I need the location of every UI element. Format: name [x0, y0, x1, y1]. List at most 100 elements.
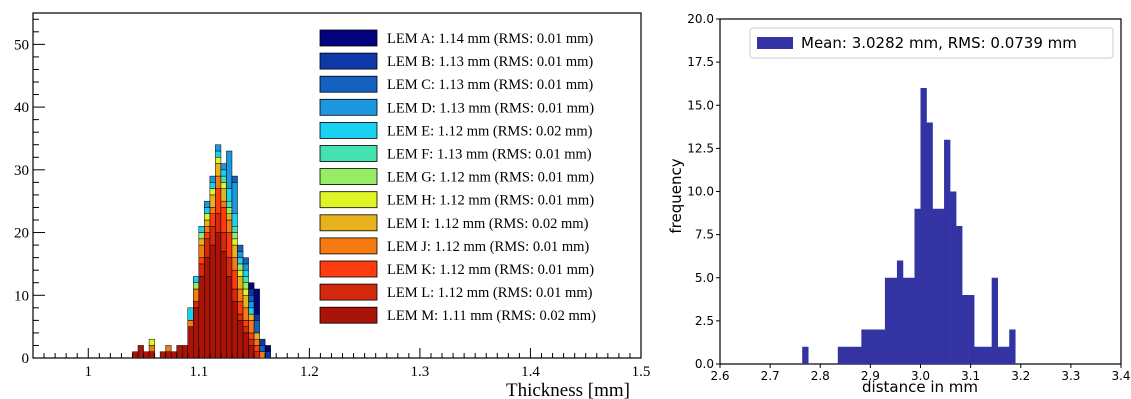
- bar-segment: [242, 263, 249, 271]
- legend-entry-label: LEM E: 1.12 mm (RMS: 0.02 mm): [387, 123, 593, 139]
- histogram-bar: [914, 208, 921, 364]
- histogram-bar: [908, 277, 916, 364]
- y-tick-label: 15.0: [687, 98, 714, 112]
- right-x-axis-label: distance in mm: [862, 378, 978, 396]
- bar-segment: [231, 269, 238, 290]
- bar-segment: [215, 150, 222, 158]
- legend-box: [749, 27, 1114, 59]
- bar-segment: [237, 288, 244, 302]
- bar-segment: [248, 282, 255, 290]
- bar-segment: [242, 326, 249, 334]
- x-tick-label: 2.8: [811, 369, 830, 383]
- bar-segment: [237, 244, 244, 252]
- histogram-bar: [920, 88, 927, 364]
- x-tick-label: 3.4: [1111, 369, 1130, 383]
- x-tick-label: 2.6: [710, 369, 729, 383]
- legend-swatch: [757, 37, 793, 49]
- histogram-bar: [979, 346, 986, 364]
- bar-segment: [237, 320, 244, 359]
- bar-segment: [220, 200, 227, 208]
- bar-segment: [264, 345, 271, 352]
- y-tick-label: 30: [14, 163, 29, 179]
- histogram-bar: [950, 191, 957, 364]
- bar-segment: [259, 338, 266, 346]
- bar-segment: [143, 351, 150, 359]
- bar-segment: [248, 338, 255, 346]
- legend-swatch: [319, 29, 378, 47]
- legend-entry-label: LEM B: 1.13 mm (RMS: 0.01 mm): [387, 54, 593, 70]
- bar-segment: [253, 288, 260, 315]
- bar-segment: [253, 338, 260, 346]
- bar-segment: [242, 276, 249, 283]
- legend-swatch: [319, 283, 378, 301]
- bar-segment: [204, 232, 211, 240]
- histogram-bar: [973, 346, 980, 364]
- bar-segment: [259, 345, 266, 352]
- bar-segment: [209, 175, 216, 183]
- bar-segment: [198, 238, 205, 246]
- bar-segment: [231, 175, 238, 183]
- histogram-bar: [896, 260, 904, 364]
- left-bars: [132, 144, 271, 359]
- legend-swatch: [319, 145, 378, 162]
- bar-segment: [248, 332, 255, 340]
- bar-segment: [198, 257, 205, 265]
- bar-segment: [242, 295, 249, 309]
- bar-segment: [242, 307, 249, 321]
- histogram-bar: [855, 346, 862, 364]
- histogram-bar: [837, 346, 845, 364]
- bar-segment: [231, 257, 238, 271]
- bar-segment: [215, 232, 222, 359]
- bar-segment: [204, 226, 211, 233]
- histogram-bar: [968, 295, 975, 364]
- y-tick-label: 2.5: [695, 314, 714, 328]
- x-tick-label: 1.3: [411, 364, 430, 380]
- histogram-bar: [802, 346, 809, 364]
- histogram-bar: [956, 226, 963, 364]
- bar-segment: [187, 307, 194, 321]
- y-tick-label: 50: [14, 37, 29, 53]
- y-tick-label: 20: [14, 226, 29, 242]
- bar-segment: [231, 182, 238, 214]
- bar-segment: [181, 345, 189, 359]
- bar-segment: [215, 144, 222, 152]
- bar-segment: [170, 351, 177, 359]
- bar-segment: [242, 320, 249, 327]
- legend-swatch: [319, 306, 378, 324]
- bar-segment: [237, 263, 244, 271]
- bar-segment: [242, 282, 249, 290]
- bar-segment: [226, 219, 233, 233]
- bar-segment: [148, 338, 155, 346]
- histogram-bar: [991, 277, 998, 364]
- bar-segment: [248, 288, 255, 296]
- legend-swatch: [319, 52, 378, 70]
- y-tick-label: 20.0: [687, 12, 714, 26]
- bar-segment: [215, 175, 222, 189]
- left-x-ticks: 1 1.1 1.2 1.3 1.4 1.5: [32, 348, 651, 380]
- bar-segment: [132, 351, 139, 359]
- x-tick-label: 3.3: [1061, 369, 1080, 383]
- left-y-ticks: 0 10 20 30 40 50: [14, 18, 45, 367]
- bar-segment: [193, 276, 200, 283]
- bar-segment: [209, 182, 216, 189]
- bar-segment: [220, 251, 227, 359]
- bar-segment: [204, 213, 211, 221]
- bar-segment: [215, 163, 222, 177]
- right-chart: 2.6 2.7 2.8 2.9 3.0 3.1 3.2 3.3 3.4 0.0 2.5 5.0 7.5…: [667, 12, 1131, 396]
- legend-entry-label: LEM A: 1.14 mm (RMS: 0.01 mm): [387, 31, 593, 47]
- bar-segment: [226, 232, 233, 258]
- legend-swatch: [319, 260, 378, 278]
- bar-segment: [193, 288, 200, 302]
- bar-segment: [209, 226, 216, 246]
- bar-segment: [220, 232, 227, 252]
- x-tick-label: 1.2: [300, 364, 319, 380]
- bar-segment: [226, 276, 233, 359]
- bar-segment: [148, 351, 155, 359]
- bar-segment: [226, 200, 233, 208]
- x-tick-label: 1.5: [632, 364, 651, 380]
- legend-entry-label: LEM D: 1.13 mm (RMS: 0.01 mm): [387, 100, 594, 116]
- bar-segment: [231, 213, 238, 227]
- right-y-axis-label: frequency: [667, 158, 685, 233]
- legend-swatch: [319, 98, 378, 116]
- histogram-bar: [873, 329, 880, 364]
